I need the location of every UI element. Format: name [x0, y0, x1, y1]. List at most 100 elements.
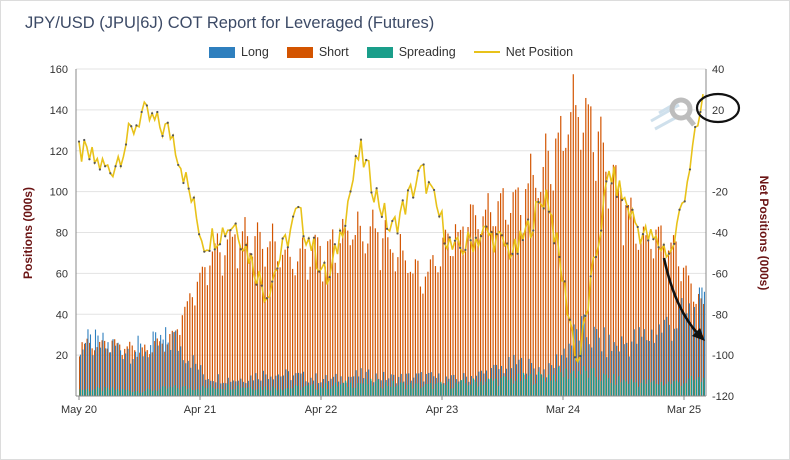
bar-short	[525, 189, 527, 396]
legend-item-net-position[interactable]: Net Position	[473, 45, 573, 59]
bar-long	[79, 354, 81, 396]
legend-item-short[interactable]: Short	[286, 45, 349, 59]
bar-spreading	[189, 387, 191, 396]
bar-spreading	[144, 391, 146, 396]
net-position-point	[359, 138, 363, 141]
bar-spreading	[703, 377, 705, 396]
bar-long	[232, 380, 234, 396]
bar-spreading	[538, 371, 540, 396]
bar-short	[687, 275, 690, 396]
bar-short	[362, 241, 364, 396]
bar-spreading	[580, 374, 582, 396]
bar-long	[160, 334, 162, 396]
bar-spreading	[365, 379, 367, 396]
bar-spreading	[482, 385, 485, 396]
net-position-point	[558, 255, 561, 259]
bar-short	[437, 272, 439, 396]
bar-spreading	[430, 382, 432, 396]
net-position-point	[459, 246, 462, 249]
chart-title: JPY/USD (JPU|6J) COT Report for Leverage…	[25, 14, 435, 32]
bar-short	[186, 301, 188, 396]
net-position-point	[114, 165, 117, 168]
net-position-point	[124, 143, 128, 146]
bar-short	[144, 344, 146, 396]
bar-short	[620, 188, 622, 396]
net-position-point	[406, 189, 410, 192]
bar-short	[680, 281, 682, 396]
bar-spreading	[137, 390, 139, 396]
bar-spreading	[177, 388, 179, 396]
bar-short	[174, 331, 176, 396]
bar-short	[221, 275, 224, 396]
bar-short	[256, 222, 259, 396]
bar-spreading	[505, 376, 507, 396]
bar-long	[586, 337, 588, 396]
legend-item-long[interactable]: Long	[209, 45, 269, 59]
bar-long	[348, 376, 350, 396]
bar-short	[484, 209, 487, 396]
annotations	[662, 92, 741, 341]
bar-spreading	[350, 382, 352, 396]
bar-spreading	[335, 382, 337, 396]
bar-long	[671, 340, 673, 396]
bar-long	[515, 364, 518, 396]
bar-spreading	[442, 384, 444, 396]
bar-long	[155, 332, 157, 396]
bar-spreading	[410, 383, 412, 396]
bar-long	[292, 375, 295, 396]
bar-spreading	[425, 384, 427, 396]
bar-spreading	[630, 379, 632, 396]
net-position-point	[521, 238, 524, 242]
net-position-point	[77, 140, 81, 143]
bar-short	[427, 271, 429, 396]
bar-spreading	[540, 373, 542, 396]
bar-short	[292, 268, 294, 396]
bar-spreading	[487, 378, 490, 396]
bar-long	[142, 356, 144, 396]
bar-spreading	[109, 389, 111, 396]
bar-long	[390, 374, 392, 396]
bar-short	[249, 252, 251, 396]
bar-short	[582, 132, 584, 397]
bar-long	[277, 374, 279, 396]
bar-short	[276, 261, 279, 396]
bar-short	[317, 237, 319, 396]
bar-spreading	[269, 390, 272, 396]
y2-axis-title: Net Positions (000s)	[757, 176, 771, 291]
net-position-point	[323, 261, 326, 264]
bar-short	[487, 193, 489, 396]
bar-spreading	[244, 387, 246, 396]
bar-long	[297, 372, 300, 396]
bar-spreading	[327, 389, 329, 396]
bar-short	[625, 205, 627, 396]
bar-long	[405, 373, 407, 396]
bar-spreading	[490, 378, 492, 396]
bar-spreading	[457, 383, 460, 396]
bar-short	[670, 242, 672, 396]
bar-long	[240, 378, 242, 396]
net-position-point	[151, 112, 154, 115]
bar-spreading	[615, 384, 617, 396]
net-position-point	[338, 229, 342, 232]
bar-short	[449, 256, 452, 396]
bar-short	[630, 197, 632, 396]
bar-long	[681, 298, 683, 396]
bar-spreading	[698, 377, 700, 396]
bar-long	[87, 329, 89, 396]
legend-item-spreading[interactable]: Spreading	[366, 45, 456, 59]
bar-short	[439, 266, 442, 396]
bar-short	[697, 293, 700, 396]
bar-spreading	[477, 386, 480, 396]
bar-short	[94, 350, 96, 396]
bar-spreading	[417, 383, 419, 396]
net-position-point	[354, 154, 357, 158]
bar-short	[512, 192, 514, 396]
net-position-point	[615, 195, 618, 198]
legend-label-spreading: Spreading	[398, 45, 456, 59]
bar-long	[94, 329, 97, 396]
bar-spreading	[304, 385, 307, 396]
bar-short	[575, 105, 577, 396]
bar-spreading	[96, 387, 99, 396]
y-tick-label: 60	[56, 268, 68, 280]
